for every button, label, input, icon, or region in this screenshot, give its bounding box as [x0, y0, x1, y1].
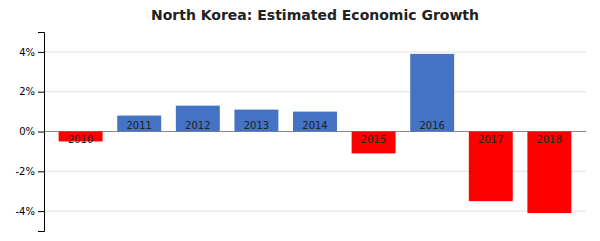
y-tick: -4%: [16, 206, 44, 217]
grid-line: [44, 211, 586, 212]
y-tick-label: -2%: [16, 166, 35, 177]
bar: [234, 110, 278, 132]
category-label: 2015: [361, 134, 386, 145]
bar: [527, 132, 571, 214]
y-tick: -2%: [16, 166, 44, 177]
category-label: 2012: [185, 120, 210, 131]
category-label: 2011: [126, 120, 151, 131]
category-label: 2016: [419, 120, 444, 131]
y-tick-label: 0%: [19, 126, 35, 137]
bar: [117, 116, 161, 132]
y-tick: 0%: [19, 126, 44, 137]
y-tick-mark: [38, 52, 44, 53]
chart-svg: -4% -2% 0% 2% 4% 2010 2011 2012 2013 2014 2015 2016…: [0, 0, 600, 241]
bar: [352, 132, 396, 154]
bar: [469, 132, 513, 202]
bar: [410, 54, 454, 132]
y-tick-mark: [38, 92, 44, 93]
grid: [44, 52, 586, 211]
y-tick-mark: [38, 211, 44, 212]
y-tick-label: 2%: [19, 86, 35, 97]
y-tick: 4%: [19, 47, 44, 58]
category-label: 2014: [302, 120, 327, 131]
y-axis: -4% -2% 0% 2% 4%: [16, 33, 45, 232]
category-label: 2010: [68, 134, 93, 145]
y-tick-mark: [38, 171, 44, 172]
title: North Korea: Estimated Economic Growth: [151, 7, 479, 23]
grid-line: [44, 51, 586, 52]
bar: [293, 112, 337, 132]
bar: [176, 106, 220, 132]
y-tick: 2%: [19, 86, 44, 97]
y-tick-label: 4%: [19, 47, 35, 58]
category-labels: 2010 2011 2012 2013 2014 2015 2016 2017 2018: [68, 120, 562, 145]
category-label: 2018: [537, 134, 562, 145]
category-label: 2013: [244, 120, 269, 131]
y-tick-mark: [38, 132, 44, 133]
plot-area: -4% -2% 0% 2% 4% 2010 2011 2012 2013 2014 2015 2016…: [16, 33, 586, 232]
grid-line: [44, 91, 586, 92]
bars: [59, 54, 572, 213]
y-tick-label: -4%: [16, 206, 35, 217]
category-label: 2017: [478, 134, 503, 145]
y-axis-line: [38, 33, 45, 232]
